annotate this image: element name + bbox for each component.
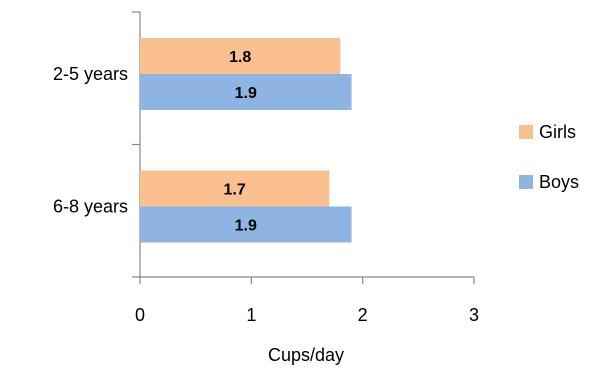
bar-boys xyxy=(140,74,352,110)
category-label: 6-8 years xyxy=(53,197,128,217)
data-label: 1.9 xyxy=(235,218,257,235)
y-axis-ticks xyxy=(132,11,140,278)
x-tick-label: 1 xyxy=(246,305,256,325)
data-labels: 1.8 1.9 1.7 1.9 xyxy=(224,49,257,235)
legend-swatch-boys xyxy=(519,175,533,189)
x-tick-label: 3 xyxy=(469,305,479,325)
x-axis-ticks xyxy=(139,277,475,284)
legend-label-girls: Girls xyxy=(539,122,576,142)
bars xyxy=(140,38,352,243)
bar-girls xyxy=(140,38,341,74)
bar-boys xyxy=(140,206,352,243)
data-label: 1.9 xyxy=(235,85,257,102)
legend-label-boys: Boys xyxy=(539,172,579,192)
category-labels: 2-5 years 6-8 years xyxy=(53,64,128,217)
legend-swatch-girls xyxy=(519,125,533,139)
x-tick-label: 0 xyxy=(135,305,145,325)
x-axis-title: Cups/day xyxy=(268,345,344,365)
bar-girls xyxy=(140,170,330,207)
data-label: 1.8 xyxy=(229,49,251,66)
x-axis-tick-labels: 0 1 2 3 xyxy=(135,305,479,325)
legend: Girls Boys xyxy=(519,122,579,192)
data-label: 1.7 xyxy=(224,182,246,199)
x-tick-label: 2 xyxy=(358,305,368,325)
category-label: 2-5 years xyxy=(53,64,128,84)
